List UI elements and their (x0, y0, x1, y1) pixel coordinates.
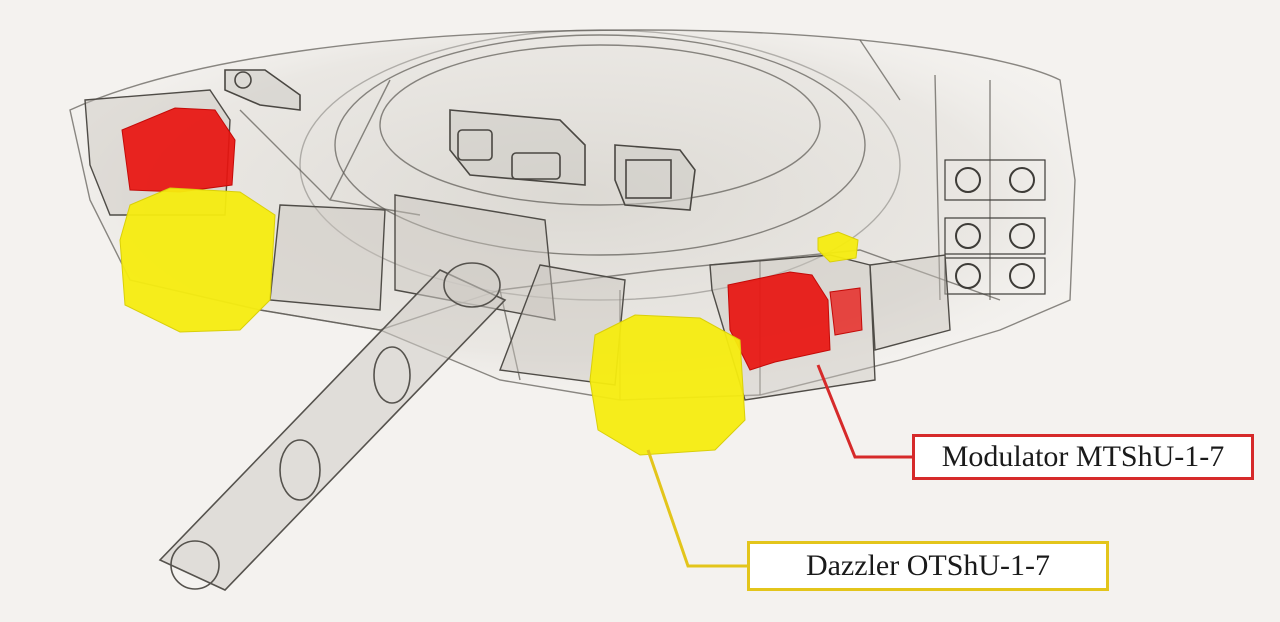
dazzler-label: Dazzler OTShU-1-7 (805, 549, 1051, 582)
periscope-blocks (224, 69, 696, 211)
modulator-label: Modulator MTShU-1-7 (941, 440, 1225, 473)
modulator-leader-line (816, 364, 912, 459)
dazzler-units (119, 187, 859, 456)
dazzler-callout: Dazzler OTShU-1-7 (747, 541, 1109, 591)
gun-barrel (158, 262, 507, 591)
modulator-callout: Modulator MTShU-1-7 (912, 434, 1254, 480)
dazzler-leader-line (646, 449, 747, 568)
modulator-units (121, 107, 863, 371)
side-bolts (944, 159, 1046, 295)
